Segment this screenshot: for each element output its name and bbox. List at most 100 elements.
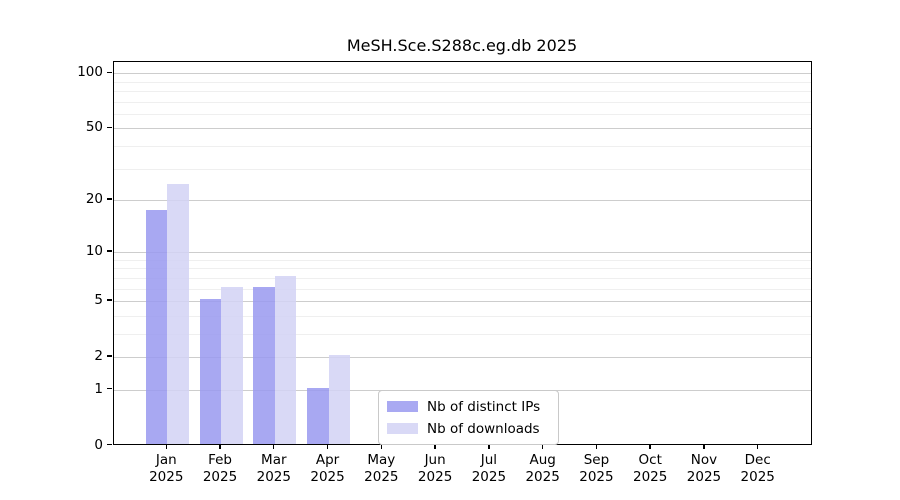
bar-distinct-ips-feb [199, 299, 222, 444]
bar-downloads-mar [274, 275, 297, 444]
x-tick-mark [273, 444, 275, 449]
x-tick-year: 2025 [149, 468, 184, 485]
x-tick-year: 2025 [525, 468, 560, 485]
x-tick-month: Jan [155, 451, 177, 468]
x-tick-label: Aug 2025 [511, 452, 575, 486]
legend-item-distinct-ips: Nb of distinct IPs [387, 398, 550, 416]
x-tick-month: Dec [744, 451, 771, 468]
y-tick-mark [107, 443, 112, 446]
x-tick-month: Oct [638, 451, 662, 468]
x-tick-year: 2025 [471, 468, 507, 485]
y-tick-label: 100 [77, 64, 103, 81]
x-tick-label: Oct 2025 [618, 452, 682, 486]
distinct-ips-swatch-icon [387, 401, 418, 412]
x-tick-mark [219, 444, 221, 449]
y-tick-mark [107, 387, 112, 390]
x-tick-year: 2025 [633, 468, 668, 485]
bar-downloads-apr [328, 354, 351, 444]
y-tick-label: 20 [85, 191, 103, 207]
x-tick-month: Sep [583, 451, 610, 468]
x-tick-label: Apr 2025 [296, 452, 360, 486]
major-gridline [113, 301, 811, 303]
legend-label-downloads: Nb of downloads [427, 420, 540, 437]
bar-distinct-ips-jan [145, 210, 168, 444]
x-tick-month: Mar [261, 451, 287, 468]
bar-distinct-ips-mar [253, 286, 275, 444]
y-tick-mark [107, 126, 112, 129]
x-tick-label: Nov 2025 [672, 452, 736, 486]
minor-gridline [113, 91, 811, 93]
x-tick-label: Feb 2025 [188, 452, 252, 486]
y-tick-label: 10 [85, 243, 103, 260]
minor-gridline [113, 146, 811, 148]
legend-item-downloads: Nb of downloads [387, 420, 550, 438]
x-tick-label: May 2025 [349, 452, 413, 486]
minor-gridline [113, 101, 811, 103]
x-tick-mark [380, 444, 383, 449]
x-tick-year: 2025 [686, 468, 722, 485]
x-tick-label: Sep 2025 [564, 452, 628, 486]
x-tick-mark [757, 444, 759, 449]
x-tick-month: Jun [424, 451, 446, 468]
x-tick-mark [703, 444, 705, 449]
major-gridline [113, 356, 811, 358]
y-tick-label: 1 [94, 380, 103, 397]
y-tick-label: 2 [94, 347, 103, 364]
bar-downloads-feb [221, 286, 243, 444]
major-gridline [113, 128, 811, 130]
x-tick-year: 2025 [364, 468, 399, 485]
minor-gridline [113, 333, 811, 335]
x-tick-month: Nov [690, 451, 718, 468]
chart-title: MeSH.Sce.S288c.eg.db 2025 [346, 36, 578, 55]
minor-gridline [113, 114, 811, 116]
minor-gridline [113, 268, 811, 270]
x-tick-mark [326, 444, 329, 449]
x-tick-month: Aug [529, 451, 556, 468]
minor-gridline [113, 315, 811, 317]
minor-gridline [113, 288, 811, 290]
x-tick-mark [649, 444, 651, 449]
minor-gridline [113, 81, 811, 83]
x-tick-year: 2025 [256, 468, 291, 485]
x-tick-label: Dec 2025 [726, 452, 790, 486]
x-tick-label: Jun 2025 [403, 452, 467, 486]
x-tick-label: Jul 2025 [457, 452, 521, 486]
legend-label-distinct-ips: Nb of distinct IPs [427, 398, 541, 415]
x-tick-month: Jul [480, 451, 498, 468]
x-tick-year: 2025 [417, 468, 453, 485]
major-gridline [113, 73, 811, 75]
y-tick-mark [107, 71, 112, 74]
x-tick-label: Jan 2025 [134, 452, 198, 486]
x-tick-mark [595, 444, 598, 449]
y-tick-mark [107, 355, 112, 357]
x-tick-mark [165, 444, 167, 449]
x-tick-year: 2025 [202, 468, 238, 485]
major-gridline [113, 252, 811, 254]
minor-gridline [113, 168, 811, 170]
plot-area [112, 60, 812, 445]
x-tick-label: Mar 2025 [242, 452, 306, 486]
x-tick-year: 2025 [579, 468, 614, 485]
x-tick-mark [541, 444, 544, 449]
bar-downloads-jan [167, 183, 189, 444]
x-tick-year: 2025 [310, 468, 345, 485]
x-tick-month: May [367, 451, 396, 468]
downloads-swatch-icon [387, 423, 418, 434]
x-tick-mark [434, 444, 436, 449]
y-tick-mark [107, 299, 112, 301]
y-tick-label: 0 [94, 436, 103, 453]
minor-gridline [113, 277, 811, 279]
bar-distinct-ips-apr [307, 387, 329, 444]
minor-gridline [113, 259, 811, 261]
y-tick-label: 5 [94, 292, 103, 309]
y-tick-label: 50 [85, 119, 103, 136]
legend: Nb of distinct IPs Nb of downloads [378, 389, 559, 445]
y-tick-mark [107, 250, 112, 252]
x-tick-month: Feb [208, 451, 232, 468]
x-tick-year: 2025 [740, 468, 775, 485]
x-tick-mark [488, 444, 490, 449]
x-tick-month: Apr [315, 451, 340, 468]
y-tick-mark [107, 198, 112, 200]
major-gridline [113, 200, 811, 201]
